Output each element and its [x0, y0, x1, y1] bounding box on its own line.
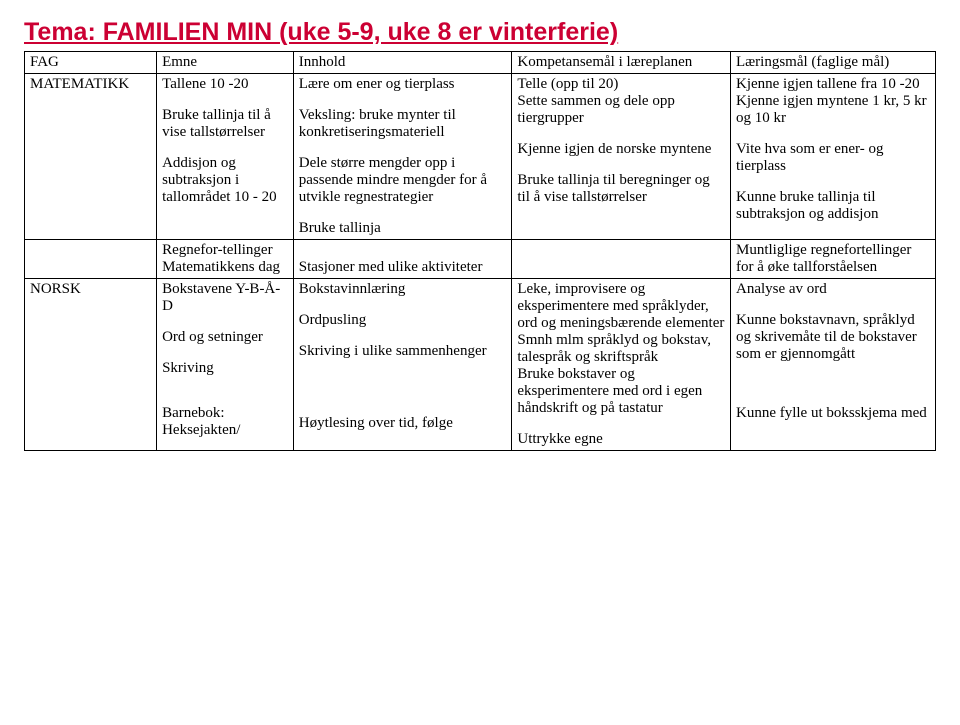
emne-text: Skriving	[162, 360, 288, 377]
mal-text: Kjenne igjen tallene fra 10 -20	[736, 76, 930, 93]
mal-text: Kunne bokstavnavn, språklyd og skrivemåt…	[736, 312, 930, 363]
mal-text: Vite hva som er ener- og tierplass	[736, 141, 930, 175]
table-header-row: FAG Emne Innhold Kompetansemål i lærepla…	[25, 52, 936, 74]
cell-komp-norsk: Leke, improvisere og eksperimentere med …	[512, 279, 731, 451]
cell-innhold-matematikk2: Stasjoner med ulike aktiviteter	[293, 240, 512, 279]
emne-text: Barnebok: Heksejakten/	[162, 405, 288, 439]
komp-text: Leke, improvisere og eksperimentere med …	[517, 281, 725, 332]
emne-text: Ord og setninger	[162, 329, 288, 346]
cell-emne-matematikk2: Regnefor-tellinger Matematikkens dag	[157, 240, 294, 279]
table-row: MATEMATIKK Tallene 10 -20 Bruke tallinja…	[25, 74, 936, 240]
header-innhold: Innhold	[293, 52, 512, 74]
page-title: Tema: FAMILIEN MIN (uke 5-9, uke 8 er vi…	[24, 18, 936, 47]
cell-komp-empty	[512, 240, 731, 279]
cell-fag-matematikk: MATEMATIKK	[25, 74, 157, 240]
header-fag: FAG	[25, 52, 157, 74]
header-emne: Emne	[157, 52, 294, 74]
cell-innhold-matematikk: Lære om ener og tierplass Veksling: bruk…	[293, 74, 512, 240]
cell-mal-matematikk: Kjenne igjen tallene fra 10 -20 Kjenne i…	[730, 74, 935, 240]
cell-fag-norsk: NORSK	[25, 279, 157, 451]
cell-mal-norsk: Analyse av ord Kunne bokstavnavn, språkl…	[730, 279, 935, 451]
innhold-text: Skriving i ulike sammenhenger	[299, 343, 507, 360]
curriculum-table: FAG Emne Innhold Kompetansemål i lærepla…	[24, 51, 936, 451]
komp-text: Smnh mlm språklyd og bokstav, talespråk …	[517, 332, 725, 366]
komp-text: Telle (opp til 20)	[517, 76, 725, 93]
header-kompetansemal: Kompetansemål i læreplanen	[512, 52, 731, 74]
cell-komp-matematikk: Telle (opp til 20) Sette sammen og dele …	[512, 74, 731, 240]
komp-text: Kjenne igjen de norske myntene	[517, 141, 725, 158]
innhold-text: Ordpusling	[299, 312, 507, 329]
mal-text: Kjenne igjen myntene 1 kr, 5 kr og 10 kr	[736, 93, 930, 127]
cell-innhold-norsk: Bokstavinnlæring Ordpusling Skriving i u…	[293, 279, 512, 451]
emne-text: Matematikkens dag	[162, 259, 288, 276]
header-laeringsmal: Læringsmål (faglige mål)	[730, 52, 935, 74]
komp-text: Bruke bokstaver og eksperimentere med or…	[517, 366, 725, 417]
cell-emne-norsk: Bokstavene Y-B-Å-D Ord og setninger Skri…	[157, 279, 294, 451]
komp-text: Sette sammen og dele opp tiergrupper	[517, 93, 725, 127]
innhold-text: Veksling: bruke mynter til konkretiserin…	[299, 107, 507, 141]
komp-text: Uttrykke egne	[517, 431, 725, 448]
mal-text: Muntliglige regnefortellinger for å øke …	[736, 242, 930, 276]
innhold-text: Stasjoner med ulike aktiviteter	[299, 259, 507, 276]
innhold-text: Dele større mengder opp i passende mindr…	[299, 155, 507, 206]
mal-text: Kunne fylle ut boksskjema med	[736, 405, 930, 422]
table-row: Regnefor-tellinger Matematikkens dag Sta…	[25, 240, 936, 279]
innhold-text: Lære om ener og tierplass	[299, 76, 507, 93]
emne-text: Regnefor-tellinger	[162, 242, 288, 259]
innhold-text: Bokstavinnlæring	[299, 281, 507, 298]
innhold-text: Høytlesing over tid, følge	[299, 415, 507, 432]
komp-text: Bruke tallinja til beregninger og til å …	[517, 172, 725, 206]
innhold-text: Bruke tallinja	[299, 220, 507, 237]
emne-text: Bruke tallinja til å vise tallstørrelser	[162, 107, 288, 141]
mal-text: Analyse av ord	[736, 281, 930, 298]
emne-text: Addisjon og subtraksjon i tallområdet 10…	[162, 155, 288, 206]
table-row: NORSK Bokstavene Y-B-Å-D Ord og setninge…	[25, 279, 936, 451]
cell-fag-empty	[25, 240, 157, 279]
emne-text: Bokstavene Y-B-Å-D	[162, 281, 288, 315]
mal-text: Kunne bruke tallinja til subtraksjon og …	[736, 189, 930, 223]
emne-text: Tallene 10 -20	[162, 76, 288, 93]
cell-emne-matematikk: Tallene 10 -20 Bruke tallinja til å vise…	[157, 74, 294, 240]
cell-mal-matematikk2: Muntliglige regnefortellinger for å øke …	[730, 240, 935, 279]
